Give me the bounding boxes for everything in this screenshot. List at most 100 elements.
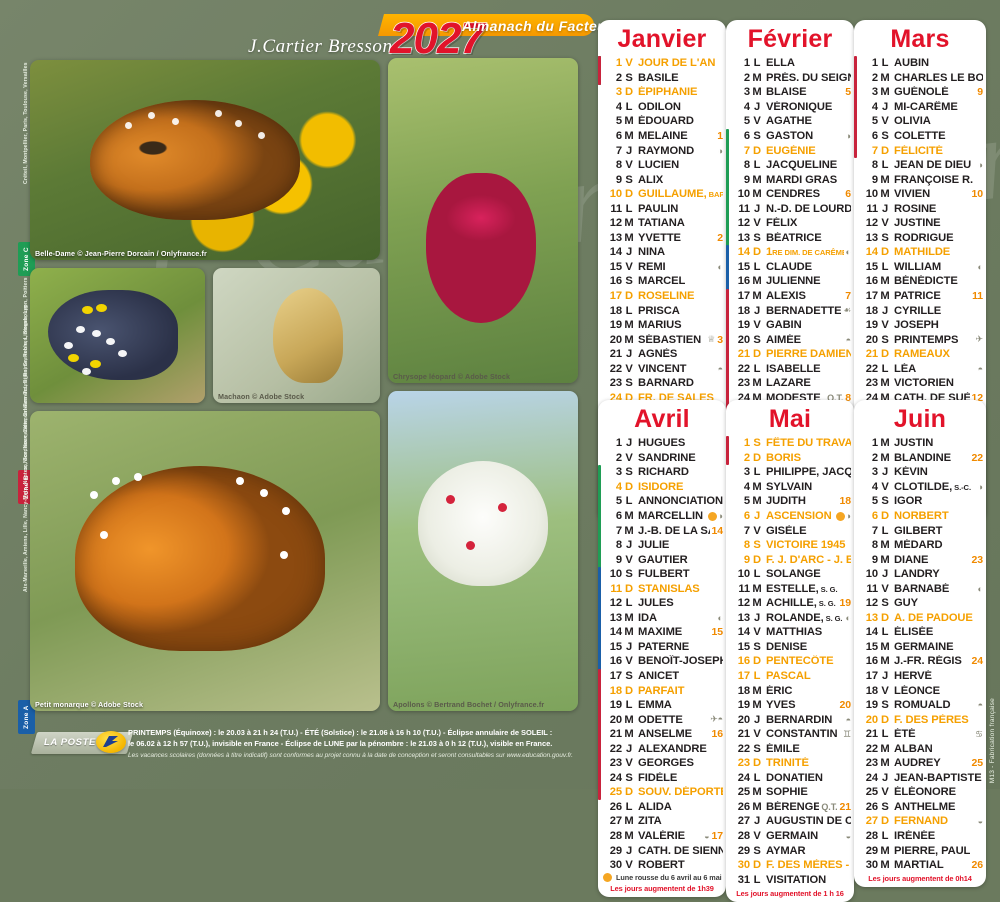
day-number: 19 [737, 319, 750, 332]
saint-name: ISIDORE [636, 481, 723, 493]
saint-name: BÉNÉDICTE [892, 275, 983, 287]
day-number: 8 [743, 159, 750, 172]
day-row: 1 L ELLA [734, 56, 851, 71]
saint-name-suffix: S. G. [816, 599, 836, 609]
saint-name: MARIUS [636, 319, 723, 331]
day-number: 19 [609, 319, 622, 332]
saint-name-main: PARFAIT [638, 684, 685, 697]
day-row: 29 S AYMAR [734, 843, 851, 858]
day-row: 13 M YVETTE 2 [606, 231, 723, 246]
weekday-letter: M [752, 71, 762, 84]
day-symbol-icon: ◒ [704, 831, 710, 842]
week-number: 5 [845, 86, 851, 99]
saint-name-main: SOLANGE [766, 568, 821, 581]
day-row: 4 L ODILON [606, 100, 723, 115]
saint-name-main: BÉATRICE [766, 231, 822, 244]
saint-name: AUGUSTIN DE C. [764, 815, 851, 827]
saint-name-main: PRÉS. DU SEIGNEUR [766, 71, 851, 84]
saint-name: ASCENSION [764, 510, 833, 522]
day-row: 16 S MARCEL [606, 274, 723, 289]
saint-name-main: BARNABÉ [894, 582, 950, 595]
day-number: 18 [737, 304, 750, 317]
weekday-letter: M [624, 115, 634, 128]
saint-name-main: LUCIEN [638, 159, 680, 172]
weekday-letter: L [753, 466, 761, 479]
saint-name-main: JUSTINE [894, 217, 941, 230]
school-holiday-bar [598, 668, 601, 800]
day-row: 10 M VIVIEN 10 [862, 187, 983, 202]
weekday-letter: J [881, 466, 889, 479]
weekday-letter: J [625, 539, 633, 552]
saint-name-main: ALIDA [638, 800, 672, 813]
saint-name: PENTECÔTE [764, 655, 851, 667]
weekday-letter: J [753, 304, 761, 317]
day-number: 13 [865, 611, 878, 624]
saint-name: EMMA [636, 699, 723, 711]
weekday-letter: D [625, 684, 633, 697]
weekday-letter: D [753, 553, 761, 566]
weekday-letter: M [880, 71, 890, 84]
saint-name: HUGUES [636, 437, 723, 449]
photo-caption: Belle-Dame © Jean-Pierre Dorcain / Onlyf… [35, 249, 207, 258]
day-number: 2 [615, 451, 622, 464]
saint-name-main: ÉDOUARD [638, 115, 694, 128]
day-row: 12 M ACHILLE, S. G. 19 [734, 596, 851, 611]
day-number: 25 [865, 786, 878, 799]
day-row: 15 S DENISE [734, 640, 851, 655]
day-row: 22 J ALEXANDRE [606, 741, 723, 756]
saint-name-main: JEAN DE DIEU [894, 159, 972, 172]
weekday-letter: J [753, 510, 761, 522]
weekday-letter: L [881, 159, 889, 172]
saint-name-main: FULBERT [638, 568, 690, 581]
saint-name: JUSTIN [892, 437, 983, 449]
weekday-letter: D [625, 480, 633, 493]
saint-name-main: ÉPIPHANIE [638, 86, 698, 99]
week-number: 3 [717, 333, 723, 346]
saint-name-suffix: BAPT. S. [708, 190, 723, 200]
day-number: 28 [609, 830, 622, 843]
saint-name-main: GASTON [766, 130, 814, 142]
saint-name: J.-B. DE LA SALLE [636, 525, 710, 537]
saint-name: MELAINE [636, 130, 715, 142]
day-number: 4 [871, 100, 878, 113]
laposte-bird-icon [96, 731, 126, 753]
weekday-letter: S [753, 844, 761, 857]
day-number: 11 [738, 582, 750, 595]
day-row: 17 J HERVÉ [862, 669, 983, 684]
day-number: 8 [871, 539, 878, 552]
day-row: 6 S GASTON ◑ [734, 129, 851, 144]
day-number: 7 [615, 524, 622, 537]
saint-name: ALIDA [636, 801, 723, 813]
day-row: 7 D EUGÉNIE [734, 143, 851, 158]
weekday-letter: J [625, 437, 633, 450]
weekday-letter: D [881, 611, 889, 624]
month-title: Mars [890, 25, 950, 53]
saint-name: JULES [636, 597, 723, 609]
saint-name: SYLVAIN [764, 481, 851, 493]
saint-name-main: 1 [766, 246, 773, 259]
day-number: 22 [865, 742, 878, 755]
saint-name: YVES [764, 699, 838, 711]
weekday-letter: M [880, 451, 890, 464]
day-number: 1 [871, 57, 878, 70]
saint-name-main: JULIENNE [766, 275, 821, 288]
saint-name-main: BÉRENGER [766, 800, 820, 813]
saint-name-main: A. DE PADOUE [894, 611, 973, 624]
weekday-letter: S [625, 670, 633, 683]
week-number: 19 [839, 597, 852, 610]
month-title: Janvier [617, 25, 707, 53]
day-row: 21 D RAMEAUX [862, 347, 983, 362]
weekday-letter: V [753, 319, 761, 332]
weekday-letter: J [753, 713, 761, 726]
saint-name-main: J.-B. DE LA SALLE [638, 524, 710, 537]
day-number: 15 [865, 640, 878, 653]
day-row: 15 M GERMAINE [862, 640, 983, 655]
day-symbol-icon: ◒ [977, 816, 983, 827]
day-symbol-icon: ◓ [845, 334, 851, 345]
saint-name-main: MARCELLIN [638, 510, 703, 522]
weekday-letter: J [625, 144, 633, 157]
saint-name-main: GILBERT [894, 524, 943, 537]
weekday-letter: L [625, 495, 633, 508]
saint-name-main: MI-CARÊME [894, 100, 958, 113]
